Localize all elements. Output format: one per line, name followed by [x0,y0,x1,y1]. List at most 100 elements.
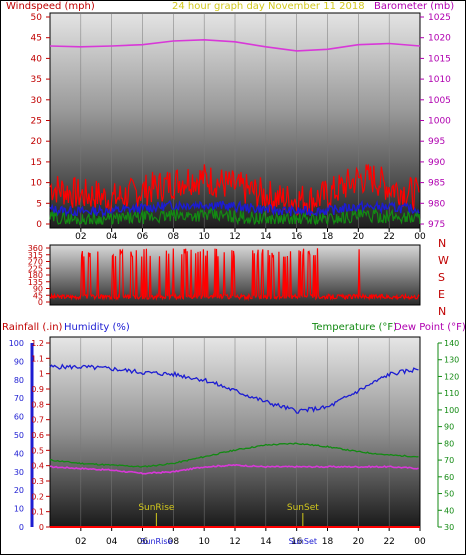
panel1-hour-tick-label: 10 [198,232,210,242]
panel3-hour-tick-label: 18 [322,537,334,547]
panel1-series [49,38,421,226]
windspeed-tick-label: 0 [36,220,42,230]
humidity-tick-label: 30 [14,468,24,477]
barometer-tick-label: 1015 [428,54,451,64]
panel1-right-axis: 975 980 985 990 995 1000 1005 1010 1015 1020 1025 [420,13,451,230]
panel3-humidity-axis: 0 10 20 30 40 50 60 70 80 90 100 [9,339,24,532]
barometer-tick-label: 980 [428,199,445,209]
panel3-series [49,363,420,528]
humidity-tick-label: 10 [14,505,24,514]
barometer-tick-label: 995 [428,137,445,147]
temperature-line [49,442,419,468]
panel3-grid [80,337,390,527]
panel3-hour-tick-label: 22 [383,537,394,547]
panel1-hour-tick-label: 02 [75,232,86,242]
temperature-axis-title: Temperature (°F) [311,322,397,333]
windspeed-tick-label: 5 [36,199,42,209]
rain-tick-label: 0 [39,523,44,532]
direction-tick-label: 315 [28,251,43,260]
panel1-hour-tick-label: 22 [383,232,394,242]
temperature-tick-label: 30 [444,523,454,532]
panel1-hour-tick-label: 20 [353,232,365,242]
panel3-x-axis: 02 04 06 08 10 12 14 16 18 20 22 00 [75,527,426,547]
barometer-tick-label: 1010 [428,75,451,85]
rain-tick-label: 1.1 [31,354,44,363]
dewpoint-axis-title: Dew Point (°F) [394,322,466,333]
panel3-hour-tick-label: 04 [106,537,118,547]
humidity-tick-label: 0 [19,523,24,532]
temperature-tick-label: 70 [444,456,454,465]
barometer-tick-label: 1020 [428,34,451,44]
temperature-tick-label: 110 [444,389,459,398]
direction-tick-label: 135 [28,278,43,287]
temperature-tick-label: 50 [444,490,454,499]
windspeed-tick-label: 40 [31,54,43,64]
sun-marker-axis-label: SunRise [140,537,172,546]
windspeed-tick-label: 50 [31,13,43,23]
direction-tick-label: 180 [28,271,43,280]
barometer-tick-label: 985 [428,179,445,189]
barometer-tick-label: 1005 [428,96,451,106]
temperature-tick-label: 130 [444,356,459,365]
humidity-tick-label: 20 [14,486,24,495]
direction-tick-label: 45 [33,291,43,300]
compass-label: W [438,254,449,267]
rain-tick-label: 0.5 [31,446,44,455]
chart-title: 24 hour graph day November 11 2018 [172,1,365,12]
humidity-tick-label: 50 [14,431,24,440]
barometer-tick-label: 990 [428,158,445,168]
rain-tick-label: 0.7 [31,416,44,425]
temperature-tick-label: 120 [444,372,459,381]
panel1-hour-tick-label: 04 [106,232,118,242]
barometer-tick-label: 975 [428,220,445,230]
humidity-axis-title: Humidity (%) [64,322,130,333]
barometer-line [49,38,421,52]
panel3-hour-tick-label: 06 [137,537,149,547]
rain-tick-label: 0.3 [31,477,44,486]
temperature-tick-label: 60 [444,473,454,482]
sun-marker-axis-label: SunSet [289,537,317,546]
panel1-left-axis: 0 5 10 15 20 25 30 35 40 45 50 [31,13,50,230]
panel1-hour-tick-label: 06 [137,232,149,242]
barometer-axis-title: Barometer (mb) [374,1,454,12]
rain-tick-label: 1.2 [31,339,44,348]
panel1-hour-tick-label: 16 [291,232,303,242]
temperature-tick-label: 140 [444,339,459,348]
dewpoint-line [50,463,419,475]
direction-tick-label: 225 [28,264,43,273]
sun-marker-label: SunRise [138,503,175,513]
panel3-hour-tick-label: 00 [414,537,426,547]
temperature-tick-label: 90 [444,423,454,432]
wind-direction-line [49,248,420,302]
rain-tick-label: 0.6 [31,431,44,440]
panel1-grid [80,13,390,228]
rain-tick-label: 1 [39,370,44,379]
panel3-hour-tick-label: 02 [75,537,86,547]
panel1-hour-tick-label: 14 [260,232,272,242]
windspeed-tick-label: 20 [31,137,43,147]
rain-tick-label: 0.4 [31,462,44,471]
windspeed-tick-label: 30 [31,96,43,106]
rain-tick-label: 0.8 [31,400,44,409]
panel3-hour-tick-label: 20 [353,537,365,547]
windspeed-axis-title: Windspeed (mph) [6,1,95,12]
panel3-hour-tick-label: 10 [198,537,210,547]
windspeed-line [49,164,420,217]
panel1-hour-tick-label: 12 [229,232,240,242]
panel1-hour-tick-label: 18 [322,232,334,242]
panel1-hour-tick-label: 08 [168,232,180,242]
panel1-x-axis: 02 04 06 08 10 12 14 16 18 20 22 00 [75,228,426,242]
panel3-hour-tick-label: 16 [291,537,303,547]
compass-label: N [438,237,446,250]
rainfall-axis-title: Rainfall (.in) [2,322,63,333]
humidity-tick-label: 90 [14,357,24,366]
compass-label: N [438,305,446,318]
barometer-tick-label: 1000 [428,117,451,127]
rain-tick-label: 0.1 [31,508,44,517]
panel2-series [49,248,420,302]
direction-tick-label: 360 [28,244,43,253]
